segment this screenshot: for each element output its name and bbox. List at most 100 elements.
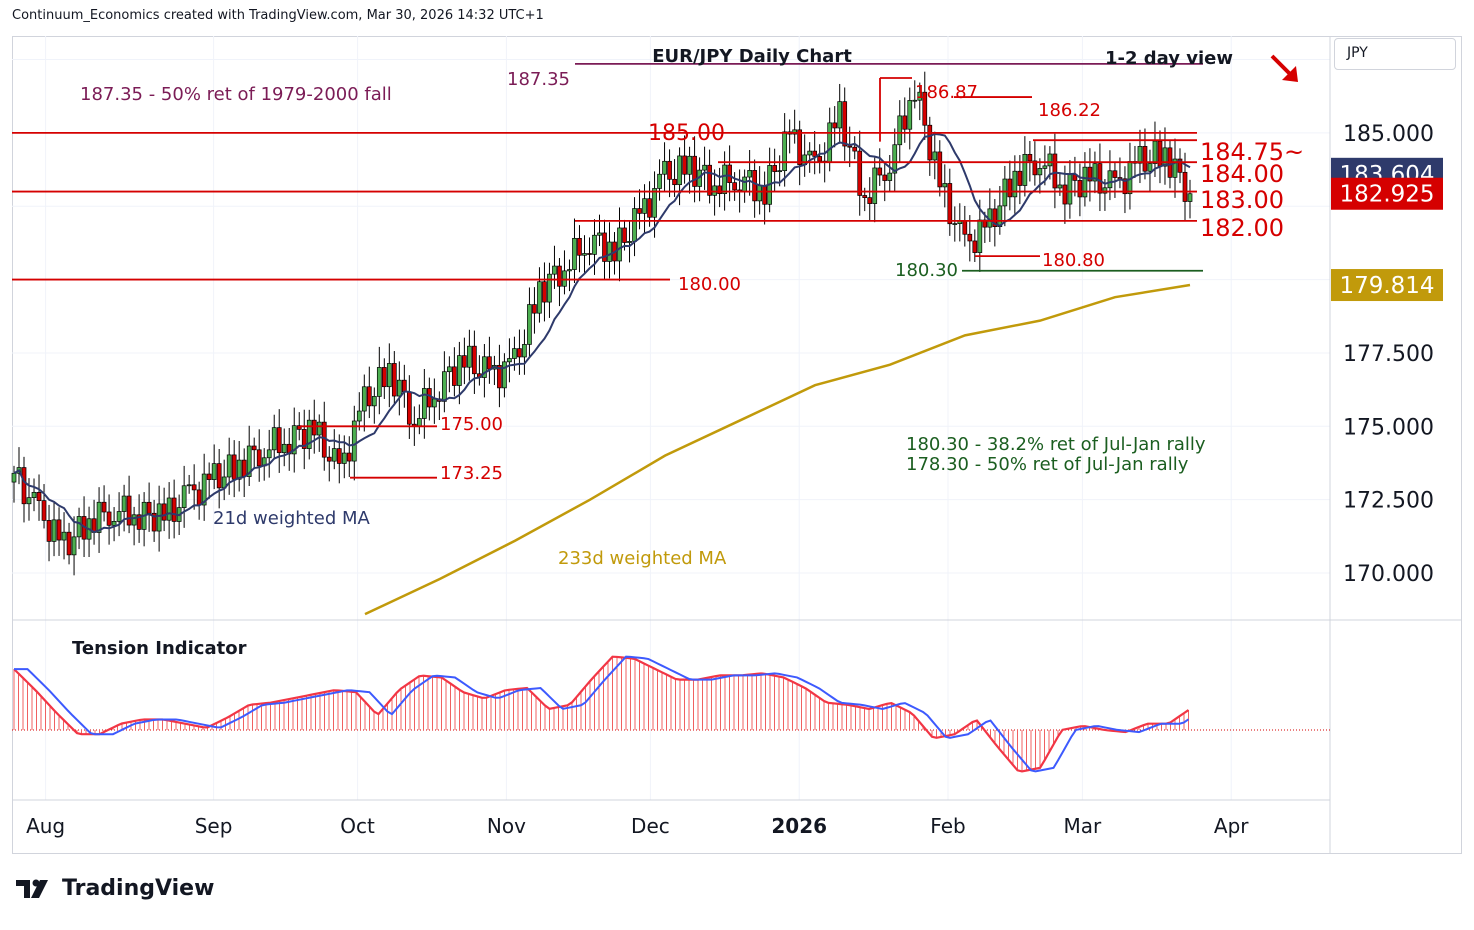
candle-down [1032, 160, 1038, 176]
currency-selector[interactable]: JPY [1334, 38, 1456, 70]
candle-up [702, 164, 707, 171]
candle-down [817, 156, 823, 162]
candle-down [542, 281, 547, 303]
label-186-22: 186.22 [1038, 100, 1101, 121]
annotation-233d-ma: 233d weighted MA [558, 548, 727, 569]
candle-down [171, 497, 177, 522]
candle-up [547, 273, 552, 303]
candle-down [647, 198, 652, 218]
ma21-line [13, 132, 1191, 534]
candle-up [1082, 166, 1088, 198]
candle-down [587, 253, 592, 255]
candle-down [381, 367, 387, 388]
label-184-75: 184.75~ [1200, 138, 1304, 166]
candle-down [557, 265, 562, 287]
candle-down [902, 115, 908, 130]
candle-down [992, 208, 998, 227]
candle-up [226, 454, 232, 478]
candle-down [972, 240, 978, 253]
candle-down [66, 531, 72, 556]
candle-down [401, 379, 407, 393]
candle-down [151, 512, 157, 532]
candle-up [1037, 168, 1043, 176]
candle-up [396, 379, 402, 397]
candle-down [937, 151, 943, 188]
candle-down [857, 150, 863, 196]
candle-up [522, 344, 527, 358]
candle-down [577, 237, 582, 256]
y-tick-label: 175.000 [1343, 415, 1434, 440]
candle-down [21, 467, 27, 505]
candle-down [1177, 158, 1183, 173]
candle-up [887, 172, 893, 181]
candle-up [907, 100, 913, 130]
candle-up [236, 459, 242, 480]
tradingview-logo: TradingView [16, 876, 214, 901]
candle-down [1087, 166, 1093, 182]
x-tick-label: Nov [487, 814, 526, 838]
label-173-25: 173.25 [440, 463, 503, 484]
candle-down [196, 489, 202, 506]
label-186-87: 186.87 [915, 82, 978, 103]
candle-up [421, 388, 427, 419]
candle-down [241, 459, 247, 477]
candle-up [1147, 163, 1153, 172]
candle-down [882, 174, 888, 181]
candle-down [1052, 153, 1058, 189]
candle-up [837, 101, 843, 129]
candle-up [11, 472, 17, 483]
candle-down [962, 220, 968, 235]
candle-down [717, 185, 722, 194]
candle-up [757, 185, 762, 202]
candle-up [416, 418, 422, 427]
candle-down [1182, 171, 1188, 202]
candle-down [877, 167, 883, 176]
candle-up [1012, 170, 1018, 198]
candle-up [201, 473, 207, 506]
candle-up [582, 253, 587, 256]
x-tick-label: Feb [930, 814, 965, 838]
candle-down [947, 183, 953, 225]
candle-down [56, 519, 62, 541]
y-tick-label: 185.000 [1343, 122, 1434, 147]
candle-down [927, 124, 933, 161]
candle-up [1002, 178, 1008, 207]
candle-up [71, 536, 77, 556]
chart-header: Continuum_Economics created with Trading… [12, 8, 544, 23]
candle-up [271, 427, 277, 451]
candle-up [51, 519, 57, 542]
candle-down [1097, 163, 1103, 194]
candle-down [472, 345, 477, 375]
label-180: 180.00 [678, 274, 741, 295]
candle-up [742, 176, 747, 193]
candle-down [922, 91, 928, 126]
candle-up [281, 443, 287, 454]
candle-up [121, 495, 127, 512]
candle-up [607, 241, 612, 262]
candle-down [637, 208, 642, 214]
candle-down [847, 145, 853, 148]
candle-down [251, 445, 257, 451]
candle-up [687, 155, 692, 175]
chart-title: EUR/JPY Daily Chart [652, 46, 852, 67]
candle-up [1057, 184, 1063, 189]
candle-up [1092, 163, 1098, 182]
y-tick-label: 170.000 [1343, 562, 1434, 587]
candle-down [216, 463, 222, 489]
candle-down [452, 366, 457, 386]
candle-up [61, 531, 67, 541]
candle-down [852, 146, 858, 152]
x-tick-label: Dec [631, 814, 670, 838]
x-tick-label: 2026 [771, 814, 827, 838]
candle-up [376, 367, 382, 397]
candle-down [126, 495, 132, 526]
candle-up [807, 150, 813, 156]
candle-down [41, 500, 47, 521]
candle-up [632, 208, 637, 242]
candle-down [231, 454, 237, 480]
candle-down [867, 197, 873, 204]
candle-down [1017, 170, 1023, 186]
candle-up [442, 371, 447, 402]
candle-up [266, 449, 272, 459]
candle-up [76, 516, 82, 538]
